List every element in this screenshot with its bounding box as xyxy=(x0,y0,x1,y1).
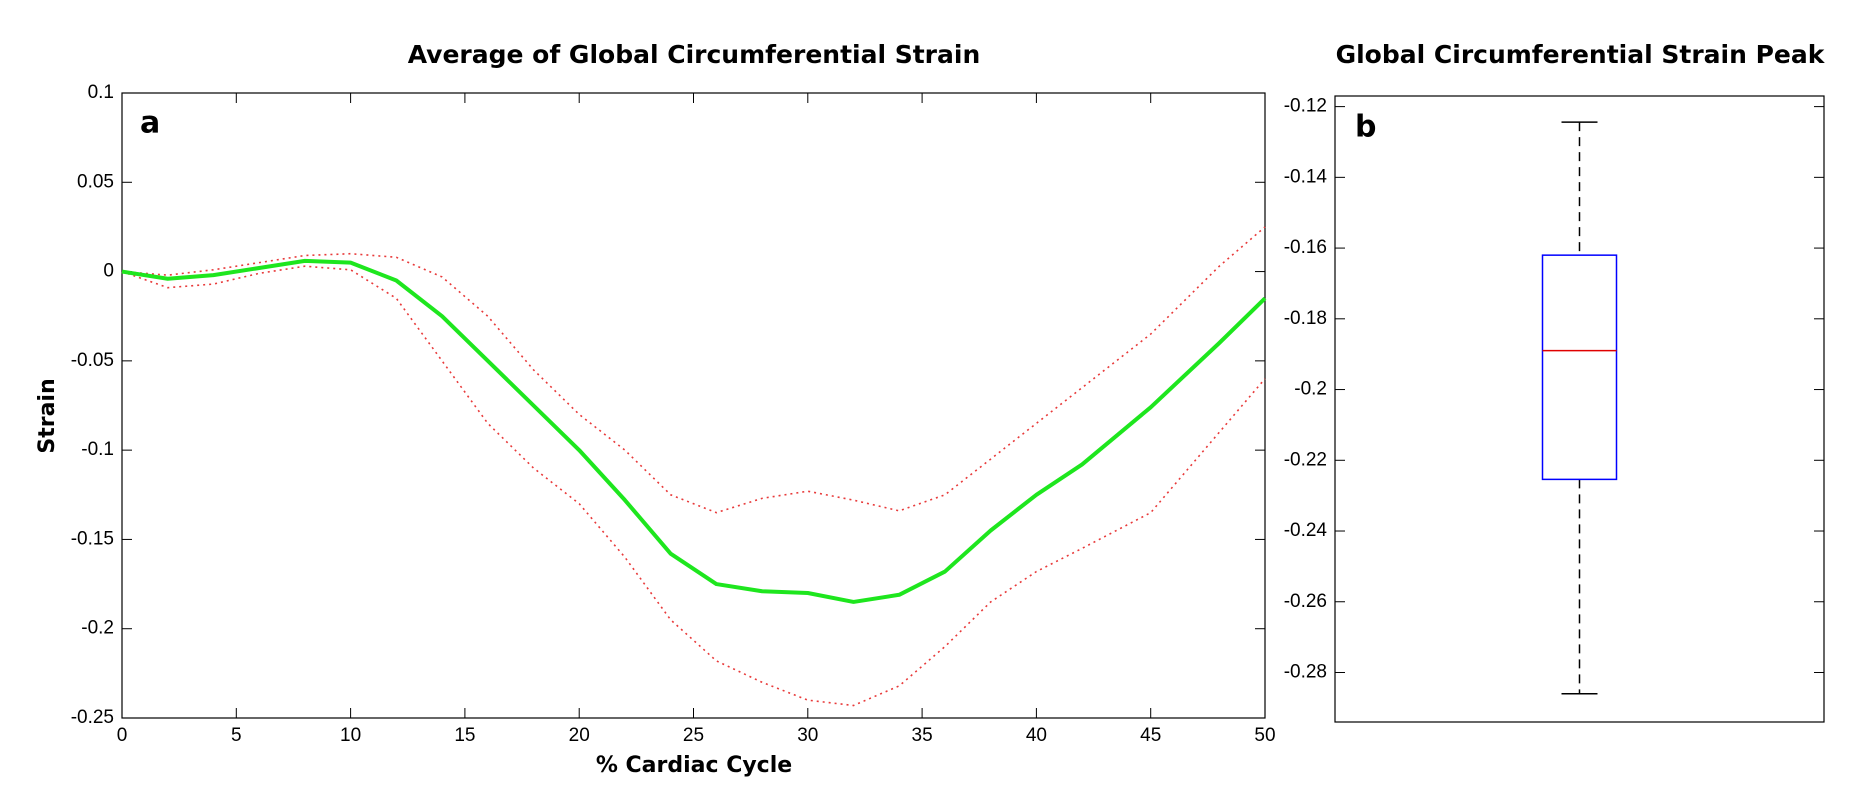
y-tick-label: -0.26 xyxy=(1284,591,1327,612)
x-tick-label: 40 xyxy=(1026,725,1047,746)
box xyxy=(1541,254,1618,481)
y-tick-label: -0.14 xyxy=(1284,166,1328,187)
series-line xyxy=(121,258,1267,604)
y-tick-label: 0 xyxy=(103,261,114,282)
x-tick-label: 15 xyxy=(454,725,475,746)
plot-frame xyxy=(121,92,1266,719)
y-tick-label: -0.15 xyxy=(71,528,114,549)
x-tick-label: 30 xyxy=(797,725,818,746)
y-tick-label: 0.05 xyxy=(77,171,114,192)
y-axis-label: Strain xyxy=(35,378,60,453)
y-tick-label: -0.16 xyxy=(1284,237,1327,258)
x-tick-label: 25 xyxy=(683,725,704,746)
y-tick-label: -0.05 xyxy=(71,350,114,371)
series-line xyxy=(121,226,1266,514)
y-tick-label: -0.12 xyxy=(1284,96,1327,117)
x-tick-label: 0 xyxy=(117,725,128,746)
panel-label: b xyxy=(1355,110,1376,145)
y-tick-label: -0.18 xyxy=(1284,308,1327,329)
y-tick-label: 0.1 xyxy=(88,82,114,103)
series-line xyxy=(121,265,1266,707)
y-tick-label: -0.22 xyxy=(1284,449,1327,470)
x-tick-label: 45 xyxy=(1140,725,1161,746)
y-tick-label: -0.25 xyxy=(71,707,114,728)
chart-title: Global Circumferential Strain Peak xyxy=(1336,40,1826,69)
y-tick-label: -0.24 xyxy=(1284,520,1328,541)
x-tick-label: 35 xyxy=(912,725,933,746)
x-axis-label: % Cardiac Cycle xyxy=(596,753,792,778)
chart-title: Average of Global Circumferential Strain xyxy=(408,40,981,69)
x-tick-label: 20 xyxy=(569,725,590,746)
y-tick-label: -0.1 xyxy=(81,439,114,460)
y-tick-label: -0.28 xyxy=(1284,662,1327,683)
x-tick-label: 10 xyxy=(340,725,361,746)
plot-frame xyxy=(1334,95,1825,723)
panel-label: a xyxy=(140,106,160,141)
x-tick-label: 50 xyxy=(1254,725,1275,746)
y-tick-label: -0.2 xyxy=(1294,379,1327,400)
y-tick-label: -0.2 xyxy=(81,618,114,639)
x-tick-label: 5 xyxy=(231,725,242,746)
